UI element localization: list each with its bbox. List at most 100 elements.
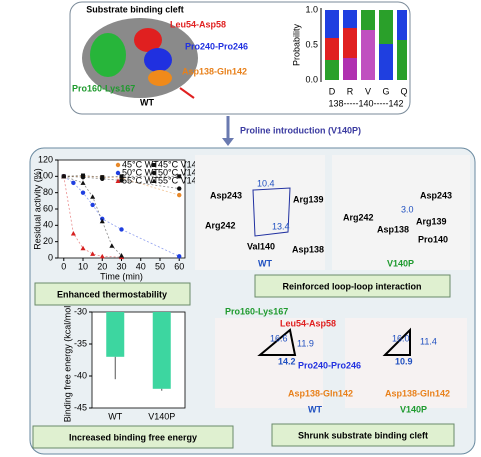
y-tick-label: -35	[74, 338, 87, 348]
loop-label: Asp138	[292, 244, 324, 254]
y-tick-label: 40	[43, 220, 53, 230]
marker	[80, 245, 86, 251]
loop-label: Arg242	[343, 212, 374, 222]
distance: 16.0	[392, 333, 410, 343]
distance: 11.9	[297, 338, 314, 348]
y-tick-label: 100	[38, 171, 53, 181]
y-tick-label: 60	[43, 203, 53, 213]
cleft-label: Asp138-Gln142	[385, 388, 450, 398]
distance: 16.6	[270, 333, 288, 343]
cleft-label: Pro240-Pro246	[298, 360, 361, 370]
cleft-label: Asp138-Gln142	[288, 388, 353, 398]
marker	[119, 178, 124, 183]
top-title: Substrate binding cleft	[86, 4, 184, 14]
top-label: Leu54-Asp58	[170, 19, 226, 29]
variant: WT	[308, 404, 322, 414]
marker	[177, 174, 182, 179]
marker	[99, 218, 105, 224]
variant: V140P	[400, 404, 427, 414]
label-box	[34, 282, 191, 306]
top-variant: WT	[140, 97, 154, 107]
residue: R	[347, 86, 354, 96]
top-label: Pro240-Pro246	[185, 41, 248, 51]
marker	[90, 194, 96, 199]
loop-green	[90, 33, 126, 77]
x-tick-label: 60	[174, 261, 184, 271]
marker	[90, 202, 95, 208]
y-tick-label: 120	[38, 154, 53, 164]
logo-tick: 0.0	[305, 74, 318, 84]
distance: 11.4	[420, 336, 437, 346]
panel-label: Increased binding free energy	[69, 432, 197, 442]
cleft-label: Pro160-Lys167	[225, 306, 288, 316]
residue: G	[382, 86, 389, 96]
marker	[61, 173, 67, 179]
distance: 14.2	[278, 356, 296, 366]
series-line	[63, 175, 180, 189]
legend-label: 45°C WT	[122, 159, 159, 169]
top-label: Asp138-Gln142	[182, 66, 247, 76]
legend-marker	[115, 170, 121, 176]
y-tick-label: -30	[74, 306, 87, 316]
y-tick-label: 0	[48, 252, 53, 262]
x-tick-label: 30	[116, 261, 126, 271]
x-tick-label: WT	[108, 411, 122, 421]
loop-blue	[144, 48, 172, 72]
x-tick-label: 50	[155, 261, 165, 271]
residue: Q	[400, 86, 407, 96]
legend-label: 45°C V140P	[158, 159, 208, 169]
logo-ylabel: Probability	[291, 23, 301, 66]
marker	[90, 251, 96, 256]
x-tick-label: 10	[78, 261, 88, 271]
y-axis-label: Binding free energy (kcal/mole)	[62, 298, 72, 423]
cleft-triangle	[257, 328, 297, 356]
distance: 10.9	[395, 356, 413, 366]
marker	[119, 174, 124, 179]
loop-orange	[148, 70, 172, 86]
marker	[119, 253, 124, 258]
legend-marker	[115, 162, 121, 168]
panel-label: Reinforced loop-loop interaction	[283, 281, 422, 291]
series-line	[63, 175, 180, 196]
legend-label: 55°C V140P	[158, 175, 208, 185]
x-tick-label: 0	[61, 261, 66, 271]
distance-box	[252, 187, 291, 237]
y-axis-label: Residual activity (%)	[32, 168, 42, 250]
loop-label: Asp243	[420, 190, 452, 200]
panel-label: Enhanced thermostability	[57, 289, 167, 299]
logo-tick: 0.5	[305, 39, 318, 49]
loop-label: Arg242	[205, 220, 236, 230]
arrow	[179, 87, 195, 99]
legend-marker	[151, 170, 157, 176]
x-axis-label: Time (min)	[100, 271, 143, 281]
cleft-triangle	[382, 327, 411, 356]
label-box	[254, 274, 451, 298]
structure-image	[195, 155, 325, 270]
loop-label: Val140	[247, 241, 275, 251]
label-box	[32, 425, 234, 449]
legend-marker	[115, 178, 121, 183]
loop-label: Arg139	[293, 194, 324, 204]
marker	[99, 253, 105, 259]
marker	[80, 180, 86, 185]
logo-positions: 138-----140-----142	[328, 98, 403, 108]
panel-label: Shrunk substrate binding cleft	[298, 430, 428, 440]
bar	[106, 312, 125, 357]
distance: 10.4	[257, 178, 275, 188]
x-tick-label: 40	[136, 261, 146, 271]
variant: V140P	[387, 258, 414, 268]
legend-marker	[152, 163, 156, 167]
loop-red	[134, 28, 162, 52]
y-tick-label: 80	[43, 187, 53, 197]
marker	[177, 186, 182, 191]
legend-label: 55°C WT	[122, 175, 159, 185]
structure-image	[215, 318, 323, 408]
marker	[100, 176, 105, 181]
marker	[80, 190, 86, 195]
plot-area	[91, 311, 186, 409]
marker	[177, 254, 182, 259]
x-tick-label: 20	[97, 261, 107, 271]
marker	[70, 231, 76, 236]
